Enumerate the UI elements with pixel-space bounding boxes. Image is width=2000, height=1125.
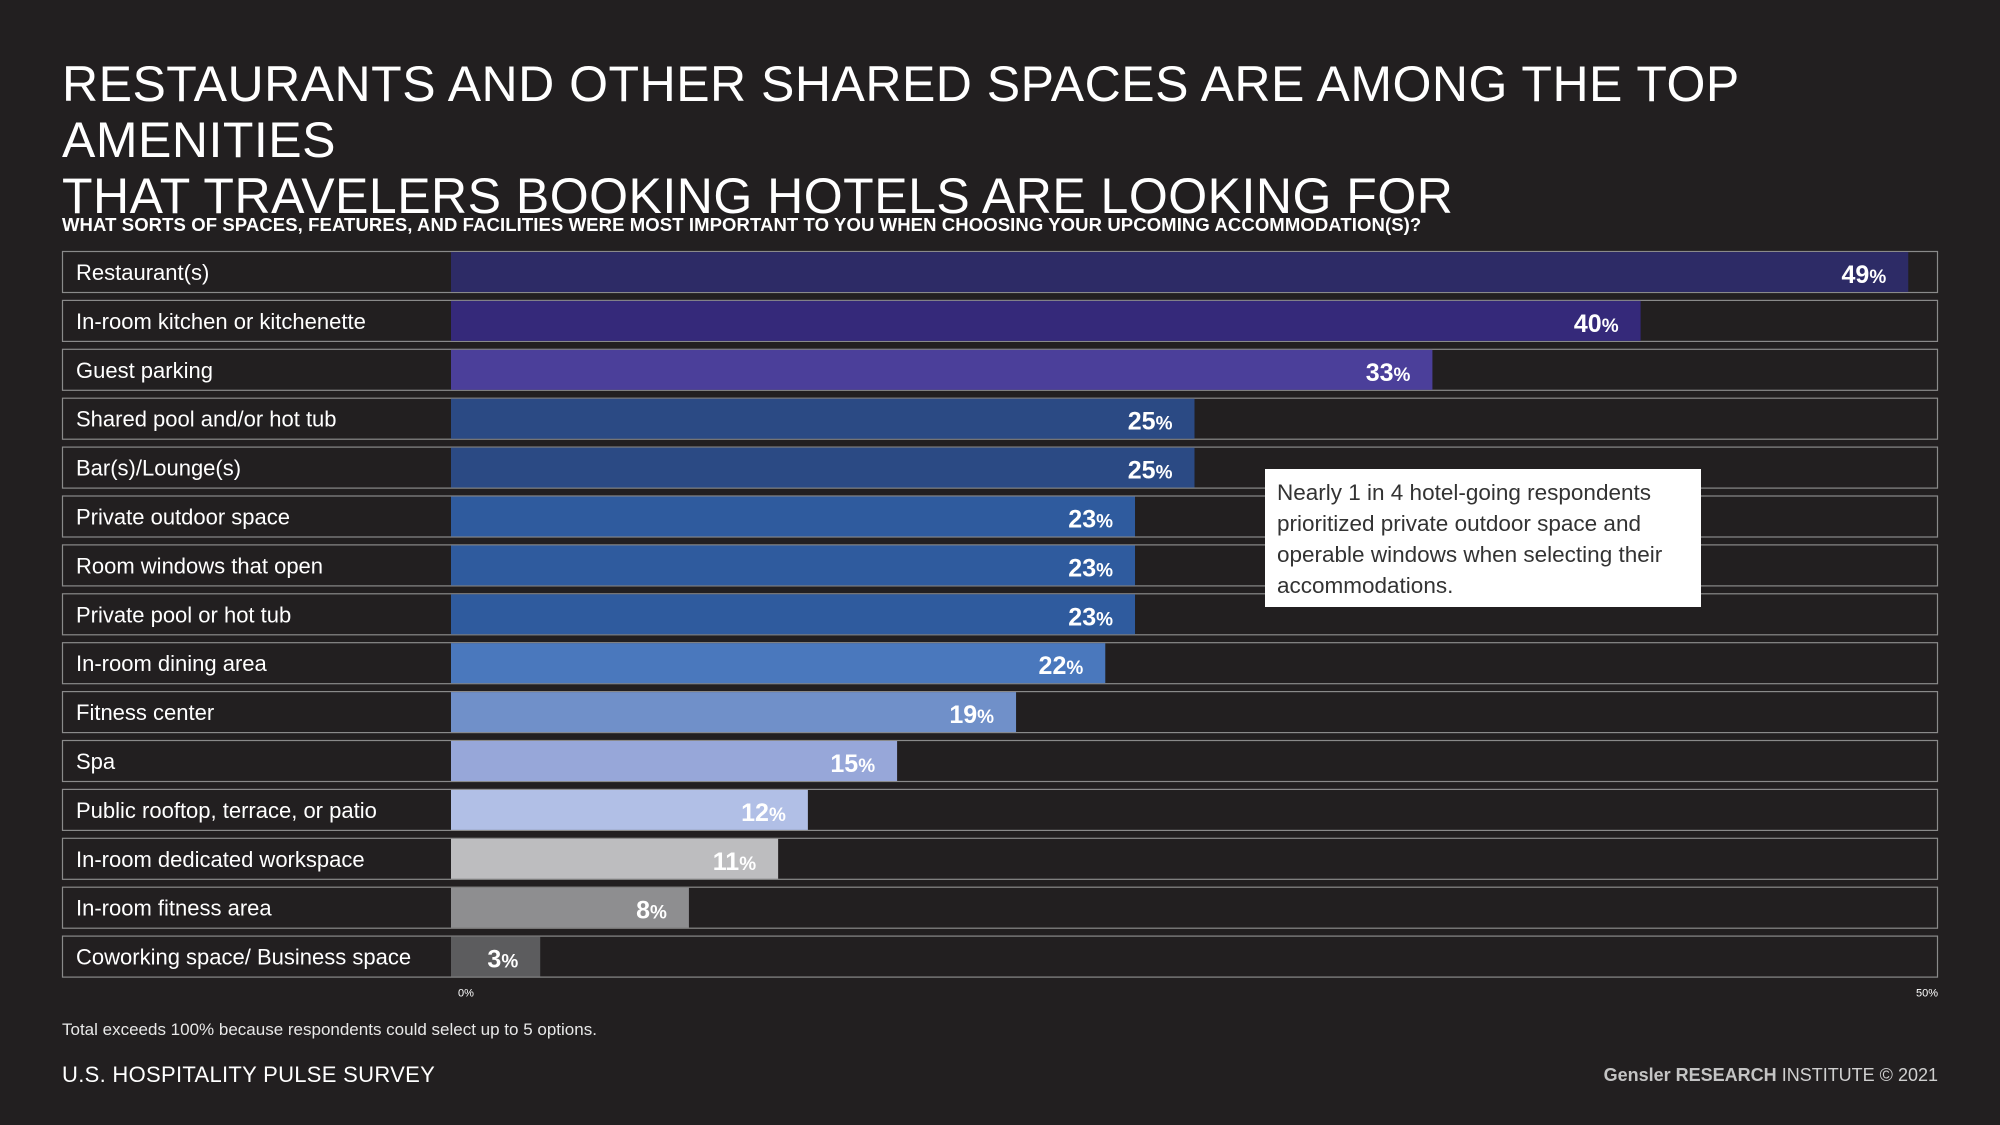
bar-row-frame <box>61 837 1939 880</box>
bar-row-frame <box>61 348 1939 391</box>
category-label: Fitness center <box>76 700 214 725</box>
category-label: Guest parking <box>76 358 213 383</box>
bar-row-frame <box>61 250 1939 294</box>
bar <box>451 398 1195 439</box>
bar-row-frame <box>61 739 1939 783</box>
category-label: Public rooftop, terrace, or patio <box>76 798 377 823</box>
category-label: In-room fitness area <box>76 896 272 921</box>
bar-row-frame <box>61 544 1939 587</box>
bar-row-frame <box>61 788 1939 832</box>
bar-row-frame <box>61 495 1939 538</box>
bar <box>451 692 1017 733</box>
x-tick-label: 50% <box>1916 988 1938 1000</box>
bar <box>451 887 689 928</box>
category-label: Coworking space/ Business space <box>76 945 411 970</box>
value-label: 11% <box>713 848 756 876</box>
value-label: 23% <box>1068 506 1113 534</box>
bar <box>451 838 779 879</box>
category-label: Private outdoor space <box>76 505 290 530</box>
bar <box>451 789 808 830</box>
bar-row-frame <box>61 593 1939 636</box>
bar <box>451 496 1136 537</box>
bar <box>451 300 1641 341</box>
title-line-2: THAT TRAVELERS BOOKING HOTELS ARE LOOKIN… <box>62 168 1454 224</box>
credit: Gensler RESEARCH INSTITUTE © 2021 <box>1604 1065 1938 1086</box>
credit-text: INSTITUTE © 2021 <box>1776 1065 1938 1085</box>
bar <box>451 252 1909 292</box>
survey-question: WHAT SORTS OF SPACES, FEATURES, AND FACI… <box>62 214 1422 235</box>
survey-name: U.S. HOSPITALITY PULSE SURVEY <box>62 1062 436 1087</box>
footnote: Total exceeds 100% because respondents c… <box>62 1020 597 1039</box>
category-label: In-room dedicated workspace <box>76 847 365 872</box>
page-title: RESTAURANTS AND OTHER SHARED SPACES ARE … <box>62 56 1942 224</box>
x-tick-label: 0% <box>458 988 474 1000</box>
bar <box>451 447 1195 488</box>
bar-row-frame <box>61 446 1939 489</box>
bar-row-frame <box>61 642 1939 685</box>
callout-box: Nearly 1 in 4 hotel-going respondents pr… <box>1265 469 1701 607</box>
category-label: In-room dining area <box>76 651 268 676</box>
bar-row-frame <box>61 690 1939 734</box>
category-label: Private pool or hot tub <box>76 602 291 627</box>
category-label: Shared pool and/or hot tub <box>76 407 337 432</box>
category-label: Restaurant(s) <box>76 260 209 285</box>
title-line-1: RESTAURANTS AND OTHER SHARED SPACES ARE … <box>62 56 1739 168</box>
bar-row-frame <box>61 397 1939 440</box>
bar <box>451 545 1136 586</box>
category-label: Bar(s)/Lounge(s) <box>76 456 241 481</box>
bar-row-frame <box>61 886 1939 929</box>
bar <box>451 936 541 977</box>
category-label: In-room kitchen or kitchenette <box>76 309 366 334</box>
bar <box>451 349 1433 390</box>
value-label: 33% <box>1366 359 1411 387</box>
category-label: Room windows that open <box>76 553 323 578</box>
bar-row-frame <box>61 935 1939 978</box>
category-label: Spa <box>76 749 116 774</box>
bar <box>451 643 1106 684</box>
bar <box>451 594 1136 635</box>
bar <box>451 741 898 781</box>
credit-brand: Gensler RESEARCH <box>1603 1065 1777 1085</box>
bar-row-frame <box>61 299 1939 342</box>
